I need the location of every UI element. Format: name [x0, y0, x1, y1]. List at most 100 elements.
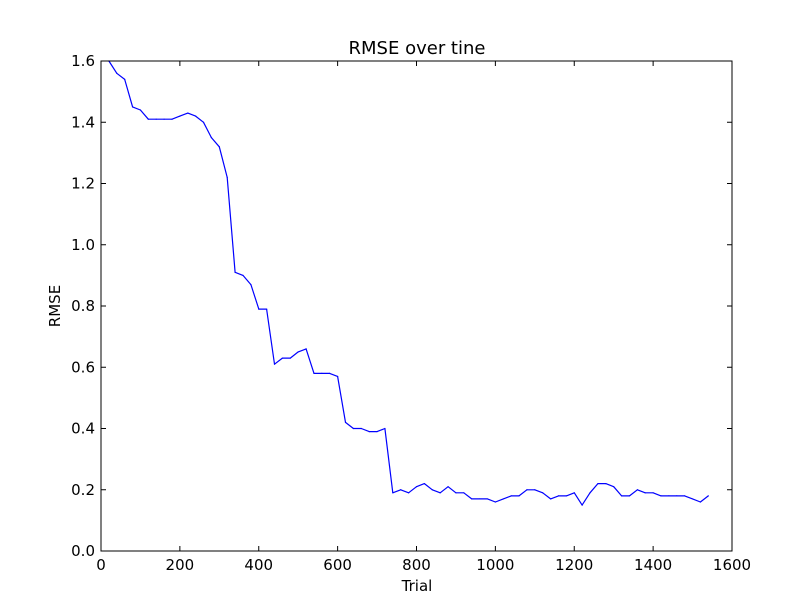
rmse-data-point [471, 498, 473, 500]
rmse-data-point [549, 498, 552, 500]
rmse-data-point [147, 118, 149, 120]
rmse-data-point [297, 351, 299, 353]
x-axis-label: Trial [401, 577, 433, 595]
rmse-data-point [116, 72, 118, 74]
rmse-data-point [660, 495, 662, 497]
x-tick-label: 200 [166, 556, 195, 574]
rmse-data-point [392, 492, 394, 494]
rmse-data-point [691, 498, 694, 500]
rmse-data-point [542, 492, 544, 494]
x-tick-label: 400 [244, 556, 273, 574]
rmse-data-point [360, 427, 362, 430]
rmse-data-point [620, 495, 623, 497]
rmse-data-point [329, 372, 331, 374]
rmse-data-point [131, 106, 134, 108]
rmse-data-point [494, 501, 496, 503]
rmse-data-point [258, 308, 260, 310]
rmse-data-point [242, 274, 244, 276]
chart-title: RMSE over tine [349, 38, 486, 59]
rmse-data-point [565, 495, 567, 497]
x-tick-label: 800 [402, 556, 431, 574]
rmse-data-point [234, 271, 236, 273]
rmse-data-point [636, 489, 638, 491]
rmse-data-point [502, 498, 504, 500]
x-tick-label: 600 [323, 556, 352, 574]
rmse-data-point [368, 430, 370, 433]
rmse-data-point [699, 501, 702, 503]
rmse-data-point [439, 492, 441, 494]
rmse-data-point [337, 375, 339, 378]
y-axis-label: RMSE [46, 285, 64, 327]
rmse-data-point [289, 357, 291, 359]
rmse-data-point [408, 492, 410, 494]
y-tick-label: 0.4 [71, 420, 95, 438]
rmse-data-point [589, 492, 591, 494]
rmse-data-point [534, 489, 536, 491]
y-tick-label: 1.0 [71, 236, 95, 254]
rmse-data-point [431, 489, 433, 491]
rmse-data-point [415, 486, 418, 488]
rmse-data-point [526, 489, 528, 491]
rmse-data-point [707, 495, 709, 497]
rmse-data-point [479, 498, 481, 500]
y-tick-label: 1.4 [71, 113, 95, 131]
rmse-data-point [486, 498, 489, 500]
rmse-series-line [108, 60, 709, 506]
rmse-data-point [266, 308, 268, 310]
rmse-data-point [124, 78, 126, 80]
rmse-data-point [384, 427, 386, 430]
rmse-data-point [455, 492, 457, 494]
axis-ticks: 0 200 400 600 800 1000 1200 1400 1600 0.0 0.2 0.4 0.… [71, 52, 751, 574]
rmse-data-point [179, 115, 181, 117]
y-tick-label: 0.8 [71, 297, 95, 315]
rmse-data-point [187, 112, 189, 114]
rmse-data-point [573, 492, 575, 494]
rmse-data-point [581, 504, 583, 506]
rmse-data-point [557, 495, 560, 497]
series-layer [108, 60, 709, 506]
y-tick-label: 0.2 [71, 481, 95, 499]
rmse-data-point [352, 427, 354, 430]
rmse-data-point [628, 495, 631, 497]
y-tick-label: 0.0 [71, 542, 95, 560]
rmse-data-point [597, 483, 599, 485]
x-tick-label: 1000 [476, 556, 514, 574]
rmse-data-point [684, 495, 686, 497]
rmse-data-point [226, 176, 228, 178]
rmse-data-point [210, 136, 213, 139]
rmse-data-point [163, 118, 165, 120]
plot-area-frame [100, 60, 733, 552]
rmse-data-point [518, 495, 520, 497]
rmse-data-point [202, 121, 205, 123]
y-tick-label: 0.6 [71, 358, 95, 376]
rmse-data-point [139, 109, 142, 111]
rmse-data-point [195, 115, 197, 117]
y-tick-label: 1.6 [71, 52, 95, 70]
rmse-data-point [305, 348, 307, 350]
x-tick-label: 0 [96, 556, 106, 574]
rmse-data-point [171, 118, 173, 120]
rmse-data-point [644, 492, 646, 494]
x-tick-label: 1400 [634, 556, 672, 574]
rmse-data-point [344, 421, 347, 423]
rmse-data-point [250, 283, 252, 286]
y-tick-label: 1.2 [71, 175, 95, 193]
rmse-data-point [613, 486, 615, 488]
rmse-data-point [400, 489, 402, 491]
rmse-data-point [423, 483, 425, 485]
x-tick-label: 1600 [713, 556, 751, 574]
rmse-data-point [668, 495, 670, 497]
rmse-data-point [605, 483, 607, 485]
rmse-data-point [463, 492, 465, 494]
rmse-data-point [376, 430, 378, 433]
rmse-data-point [273, 363, 276, 365]
rmse-data-point [510, 495, 512, 497]
rmse-data-point [155, 118, 157, 120]
rmse-data-point [447, 486, 449, 488]
rmse-data-point [652, 492, 654, 494]
x-tick-label: 1200 [555, 556, 593, 574]
rmse-data-point [218, 146, 220, 148]
rmse-data-point [676, 495, 678, 497]
rmse-data-point [313, 372, 315, 374]
